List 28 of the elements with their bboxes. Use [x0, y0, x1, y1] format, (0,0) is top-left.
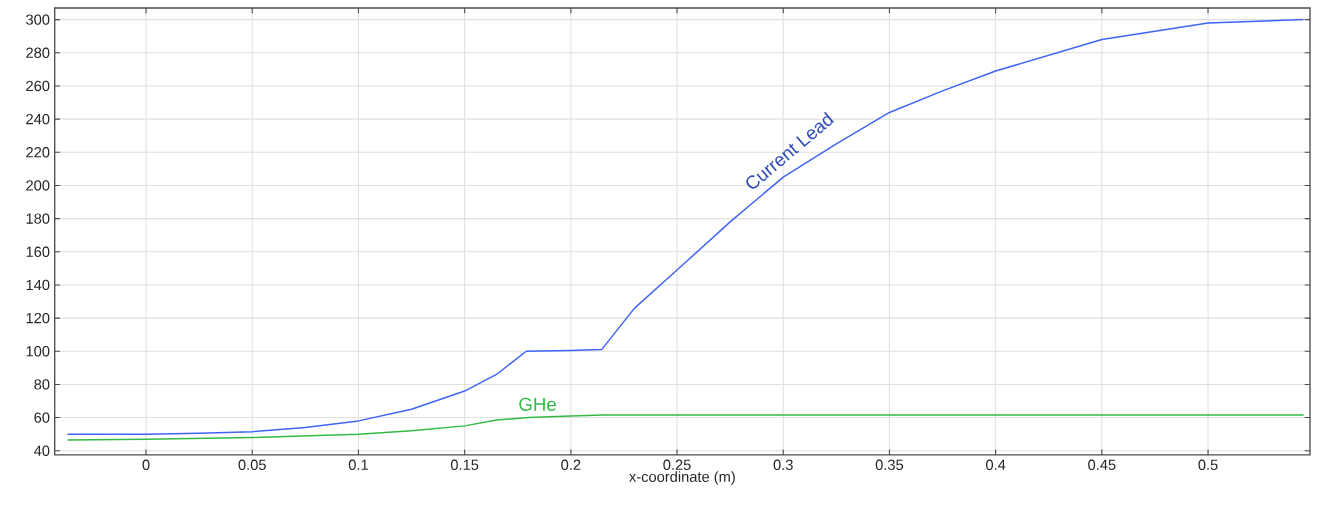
y-tick-label: 100 [26, 346, 50, 357]
y-tick-label: 140 [26, 279, 50, 291]
x-tick-label: 0.45 [1088, 459, 1116, 471]
y-tick-label: 260 [26, 80, 50, 92]
x-tick-label: 0.5 [1198, 459, 1218, 471]
x-axis-title: x-coordinate (m) [629, 471, 735, 485]
y-tick-label: 180 [26, 213, 50, 224]
line-series [66, 18, 1305, 435]
x-tick-label: 0.15 [450, 459, 479, 471]
y-tick-label: 60 [34, 412, 50, 423]
x-tick-label: 0.35 [875, 459, 904, 471]
x-tick-label: 0.2 [561, 459, 581, 471]
x-tick-label: 0 [142, 459, 150, 471]
y-tick-label: 120 [26, 312, 50, 324]
y-tick-label: 300 [26, 14, 50, 25]
x-tick-label: 0.4 [986, 459, 1006, 471]
x-tick-label: 0.3 [773, 459, 793, 471]
y-tick-label: 80 [34, 379, 50, 390]
y-tick-label: 160 [26, 246, 50, 257]
y-tick-label: 200 [26, 180, 50, 191]
y-tick-label: 220 [26, 147, 50, 158]
y-tick-label: 280 [26, 47, 50, 58]
x-tick-label: 0.05 [238, 459, 266, 471]
x-tick-label: 0.1 [348, 459, 368, 471]
y-tick-label: 40 [34, 445, 50, 456]
series-label: GHe [519, 397, 556, 411]
y-tick-label: 240 [26, 113, 50, 125]
x-tick-label: 0.25 [663, 459, 691, 471]
